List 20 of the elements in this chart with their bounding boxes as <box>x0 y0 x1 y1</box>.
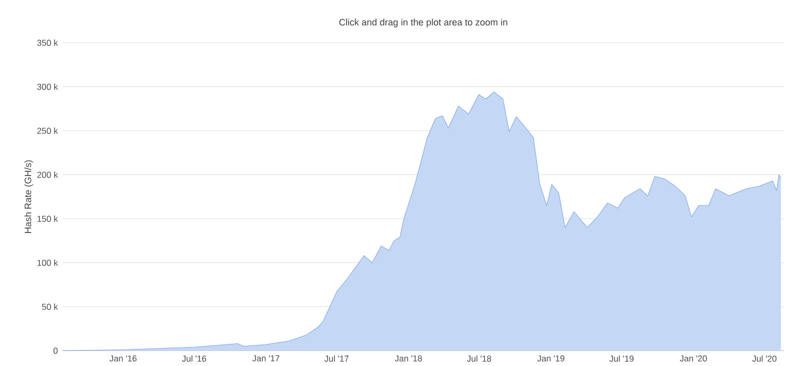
y-tick-label: 350 k <box>37 39 58 46</box>
x-tick-label: Jan '17 <box>252 355 280 362</box>
x-tick-label: Jan '16 <box>110 355 137 362</box>
y-tick-label: 150 k <box>38 215 58 222</box>
x-tick-label: Jan '20 <box>680 355 707 362</box>
y-axis-title: Hash Rate (GH/s) <box>24 160 34 233</box>
x-tick-label: Jul '19 <box>609 355 634 362</box>
x-tick-label: Jan '18 <box>394 355 422 362</box>
x-tick-label: Jul '16 <box>182 355 206 362</box>
y-tick-label: 250 k <box>37 127 58 134</box>
y-tick-label: 200 k <box>37 171 58 178</box>
y-tick-label: 50 k <box>42 303 58 310</box>
x-tick-label: Jul '17 <box>324 355 349 362</box>
y-tick-label: 300 k <box>37 83 58 90</box>
x-tick-label: Jan '19 <box>537 355 564 362</box>
x-tick-label: Jul '20 <box>752 355 776 362</box>
y-tick-label: 0 <box>54 348 58 354</box>
y-tick-label: 100 k <box>38 259 58 266</box>
x-tick-label: Jul '18 <box>466 355 492 362</box>
chart-subtitle: Click and drag in the plot area to zoom in <box>339 18 508 28</box>
